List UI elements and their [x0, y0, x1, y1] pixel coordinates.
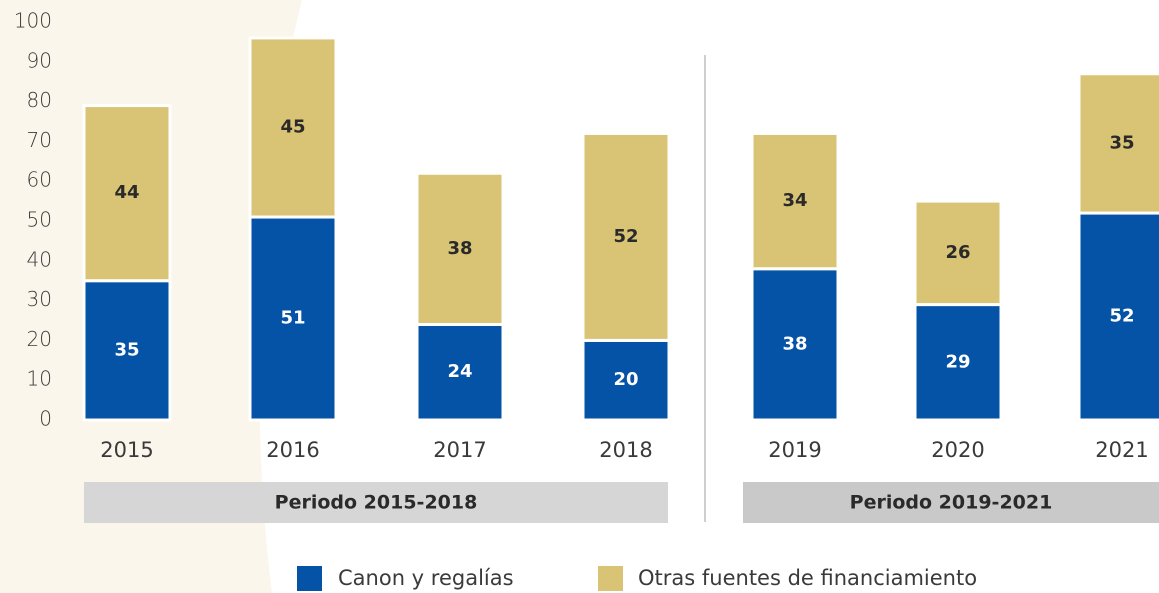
- period-label: Periodo 2019-2021: [850, 492, 1053, 514]
- period-band: [743, 482, 1159, 523]
- y-tick-label: 60: [27, 168, 52, 192]
- y-tick-label: 100: [14, 9, 52, 33]
- value-label: 38: [447, 238, 472, 259]
- x-tick-label: 2017: [433, 438, 486, 462]
- value-label: 44: [114, 182, 139, 203]
- period-band: [84, 482, 668, 523]
- legend-label: Canon y regalías: [338, 566, 514, 590]
- bar-segment: [750, 267, 840, 422]
- y-tick-label: 20: [27, 327, 52, 351]
- bar-segment: [415, 322, 505, 422]
- bar-segment: [1077, 72, 1159, 215]
- legend-label: Otras fuentes de financiamiento: [638, 566, 977, 590]
- bar-segment: [581, 338, 671, 422]
- value-label: 45: [280, 116, 305, 137]
- value-label: 38: [782, 333, 807, 354]
- x-tick-label: 2018: [599, 438, 652, 462]
- value-label: 26: [945, 242, 970, 263]
- bar-segment: [913, 199, 1003, 307]
- y-tick-label: 40: [27, 247, 52, 271]
- x-tick-label: 2020: [931, 438, 984, 462]
- value-label: 24: [447, 361, 472, 382]
- value-label: 35: [114, 339, 139, 360]
- bar-segment: [913, 303, 1003, 422]
- y-tick-label: 70: [27, 128, 52, 152]
- bar-segment: [750, 131, 840, 271]
- period-label: Periodo 2015-2018: [275, 492, 478, 514]
- value-label: 20: [613, 369, 638, 390]
- x-tick-label: 2021: [1095, 438, 1148, 462]
- x-tick-label: 2019: [768, 438, 821, 462]
- x-tick-label: 2015: [100, 438, 153, 462]
- value-label: 35: [1109, 132, 1134, 153]
- value-label: 52: [613, 226, 638, 247]
- y-tick-label: 50: [27, 208, 52, 232]
- bar-segment: [248, 36, 338, 219]
- y-tick-label: 30: [27, 287, 52, 311]
- legend-swatch: [598, 566, 623, 591]
- value-label: 34: [782, 190, 807, 211]
- bar-segment: [82, 104, 172, 283]
- legend-swatch: [297, 566, 322, 591]
- y-tick-label: 10: [27, 367, 52, 391]
- x-tick-label: 2016: [266, 438, 319, 462]
- bar-segment: [82, 279, 172, 422]
- value-label: 29: [945, 351, 970, 372]
- y-tick-label: 80: [27, 88, 52, 112]
- bar-segment: [415, 171, 505, 326]
- bar-segment: [581, 131, 671, 342]
- y-tick-label: 0: [39, 407, 52, 431]
- value-label: 52: [1109, 306, 1134, 327]
- bar-segment: [248, 215, 338, 422]
- y-tick-label: 90: [27, 48, 52, 72]
- value-label: 51: [280, 308, 305, 329]
